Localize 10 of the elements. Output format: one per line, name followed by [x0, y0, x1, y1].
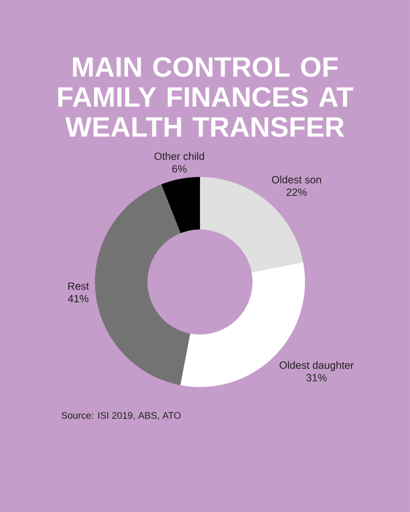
slice-label: Rest [68, 282, 89, 290]
data-label: 41% [68, 294, 88, 302]
chart-title: MAIN CONTROL OF FAMILY FINANCES AT WEALTH TRANSFER [58, 57, 354, 137]
data-label: 31% [306, 374, 327, 382]
source-note: Source: ISI 2019, ABS, ATO [62, 412, 181, 420]
data-label: 22% [286, 188, 307, 196]
slice-label: Oldest daughter [280, 361, 354, 371]
data-label: 6% [172, 165, 187, 173]
slice-label: Oldest son [272, 176, 321, 184]
slice-label: Other child [154, 152, 204, 160]
